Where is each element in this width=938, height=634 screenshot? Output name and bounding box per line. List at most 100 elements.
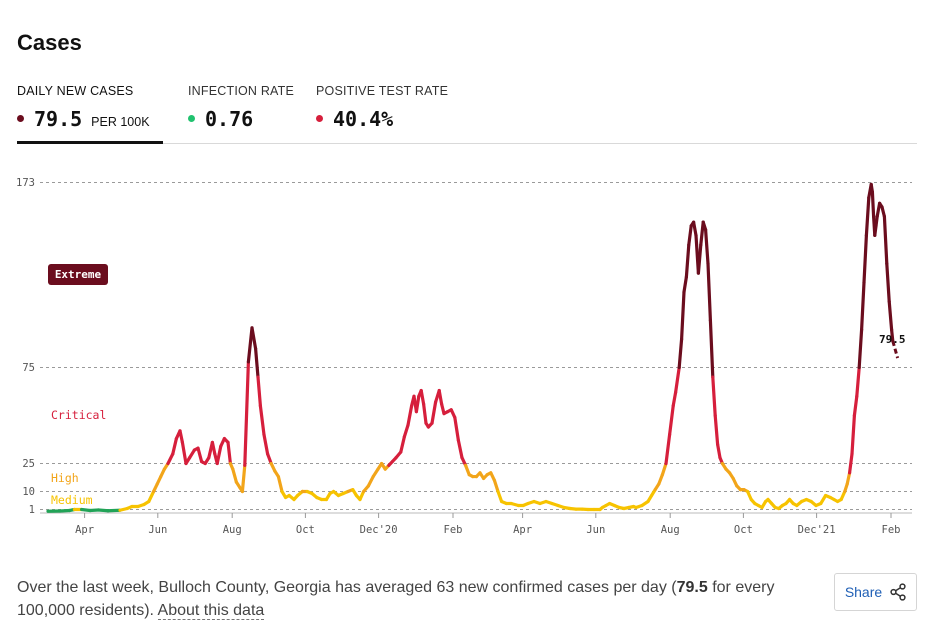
series-segment <box>456 438 464 460</box>
risk-label-critical: Critical <box>51 408 106 422</box>
series-segment <box>250 326 258 351</box>
series-projection <box>891 340 900 359</box>
series-segment <box>276 474 284 494</box>
series-segment <box>464 463 471 477</box>
share-label: Share <box>844 584 883 600</box>
series-segment <box>857 328 864 370</box>
about-data-link[interactable]: About this data <box>157 602 265 620</box>
tab-unit: PER 100K <box>91 115 150 129</box>
series-segment <box>496 489 504 504</box>
series-segment <box>852 394 859 418</box>
series-segment <box>453 415 460 443</box>
series-segment <box>882 214 889 266</box>
series-segment <box>406 404 414 427</box>
x-tick-label: Jun <box>148 524 167 536</box>
series-segment <box>256 375 262 408</box>
cases-line-chart: 1 10 25 75 173 Apr Jun Aug Oct Dec'20 Feb Apr Jun Aug… <box>16 177 912 536</box>
series-segment <box>215 444 223 466</box>
series-segment <box>671 390 678 408</box>
series-segment <box>231 467 238 484</box>
series-segment <box>240 463 247 494</box>
y-tick-label: 75 <box>22 362 35 374</box>
series-segment <box>679 290 686 341</box>
series-segment <box>711 375 717 418</box>
tab-value: 0.76 <box>205 107 254 131</box>
series-segment <box>845 471 852 486</box>
tab-label: POSITIVE TEST RATE <box>316 84 449 98</box>
summary-text: Over the last week, Bulloch County, Geor… <box>17 576 807 622</box>
series-segment <box>864 196 871 237</box>
series-segment <box>660 461 668 477</box>
series-segment <box>419 388 426 406</box>
y-tick-label: 1 <box>29 504 35 516</box>
series-segment <box>262 433 270 456</box>
risk-label-medium: Medium <box>51 493 93 507</box>
x-tick-label: Apr <box>513 524 532 536</box>
x-tick-label: Jun <box>586 524 605 536</box>
series-segment <box>226 440 232 466</box>
series-segment <box>266 452 273 466</box>
series-segment <box>713 413 720 446</box>
series-segment <box>855 365 861 398</box>
series-segment <box>703 228 710 266</box>
tab-label: DAILY NEW CASES <box>17 84 134 98</box>
dot-icon <box>316 115 323 122</box>
series-segment <box>254 347 260 379</box>
risk-label-box <box>48 264 108 285</box>
series-segment <box>887 299 894 332</box>
series-segment <box>437 388 444 406</box>
tab-infection-rate[interactable]: INFECTION RATE 0.76 <box>188 82 298 144</box>
risk-label-extreme: Extreme <box>55 268 102 281</box>
x-tick-label: Dec'20 <box>360 524 398 536</box>
series-segment <box>696 243 703 275</box>
series-segment <box>684 243 691 279</box>
series-segment <box>166 452 175 466</box>
series-segment <box>422 402 428 425</box>
tab-label: INFECTION RATE <box>188 84 295 98</box>
series-segment <box>366 474 375 488</box>
series-segment <box>402 423 410 439</box>
series-segment <box>859 280 866 332</box>
series-segment <box>106 508 122 513</box>
risk-label-high: High <box>51 471 79 485</box>
y-tick-label: 25 <box>22 458 35 470</box>
series-segment <box>664 433 672 466</box>
series-segment <box>691 220 698 237</box>
series-segment <box>706 262 713 322</box>
y-tick-label: 173 <box>16 177 35 189</box>
series-segment <box>180 440 188 466</box>
series-segment <box>196 446 204 464</box>
series-segment <box>708 318 715 379</box>
series-segment <box>414 394 421 414</box>
series-segment <box>850 413 857 456</box>
dot-icon <box>17 115 24 122</box>
summary-text-end: for every 100,000 residents). <box>17 579 775 619</box>
series-segment <box>673 365 681 395</box>
x-tick-label: Oct <box>296 524 315 536</box>
latest-value-label: 79.5 <box>879 333 906 346</box>
x-tick-label: Aug <box>661 524 680 536</box>
series-segment <box>870 190 876 219</box>
share-button[interactable]: Share <box>834 573 917 611</box>
summary-text-start: Over the last week, Bulloch County, Geor… <box>17 579 677 596</box>
series-segment <box>178 429 184 444</box>
series-segment <box>885 262 891 304</box>
series-segment <box>862 233 869 285</box>
series-segment <box>430 400 438 425</box>
tab-value: 79.5 <box>34 107 83 131</box>
x-tick-label: Feb <box>882 524 901 536</box>
tab-positive-test-rate[interactable]: POSITIVE TEST RATE 40.4% <box>316 82 451 144</box>
x-tick-label: Aug <box>223 524 242 536</box>
series-segment <box>847 452 854 475</box>
x-tick-label: Dec'21 <box>798 524 836 536</box>
y-tick-label: 10 <box>22 486 35 498</box>
series-segment <box>492 478 500 494</box>
tab-daily-new-cases[interactable]: DAILY NEW CASES 79.5 PER 100K <box>17 82 163 144</box>
page-title: Cases <box>17 30 82 55</box>
series-segment <box>687 224 693 247</box>
series-segment <box>715 442 722 460</box>
series-segment <box>258 404 266 437</box>
x-tick-label: Feb <box>444 524 463 536</box>
series-segment <box>399 435 406 454</box>
tab-value: 40.4% <box>333 107 394 131</box>
